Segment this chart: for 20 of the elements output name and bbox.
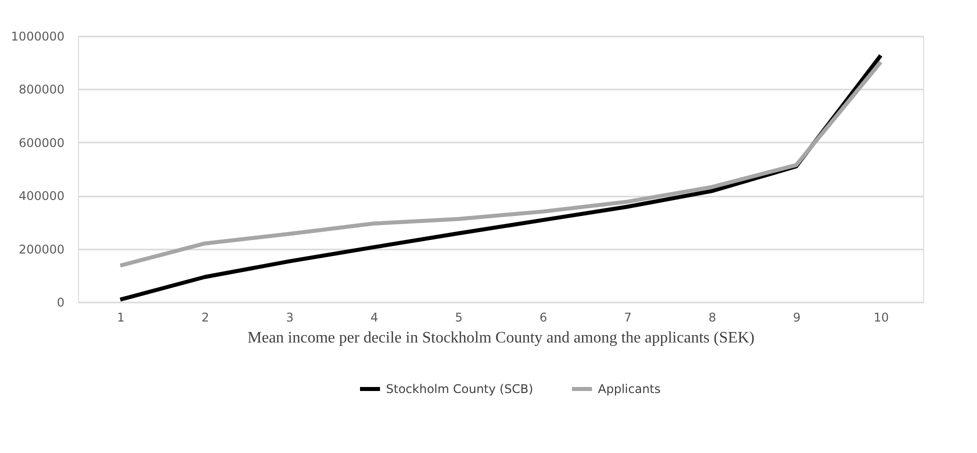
x-tick-label: 7 (624, 310, 632, 324)
x-tick-label: 1 (116, 310, 125, 324)
y-tick-label: 800000 (18, 82, 64, 97)
y-tick-label: 600000 (18, 136, 64, 150)
y-tick-label: 400000 (18, 189, 64, 204)
x-tick-label: 9 (792, 310, 801, 324)
x-tick-label: 2 (201, 310, 210, 324)
x-tick-label: 5 (454, 310, 463, 324)
legend-label: Applicants (598, 382, 661, 396)
x-tick-label: 8 (708, 310, 716, 324)
x-tick-label: 10 (874, 310, 889, 324)
y-tick-label: 1000000 (11, 30, 64, 44)
x-tick-label: 3 (286, 310, 294, 324)
legend-label: Stockholm County (SCB) (386, 382, 534, 396)
x-tick-label: 4 (370, 310, 378, 324)
x-axis-title: Mean income per decile in Stockholm County and among the applicants (SEK) (248, 330, 754, 346)
y-tick-label: 0 (56, 296, 64, 310)
line-series (118, 60, 883, 268)
y-tick-label: 200000 (18, 242, 64, 256)
x-tick-label: 6 (539, 310, 548, 324)
